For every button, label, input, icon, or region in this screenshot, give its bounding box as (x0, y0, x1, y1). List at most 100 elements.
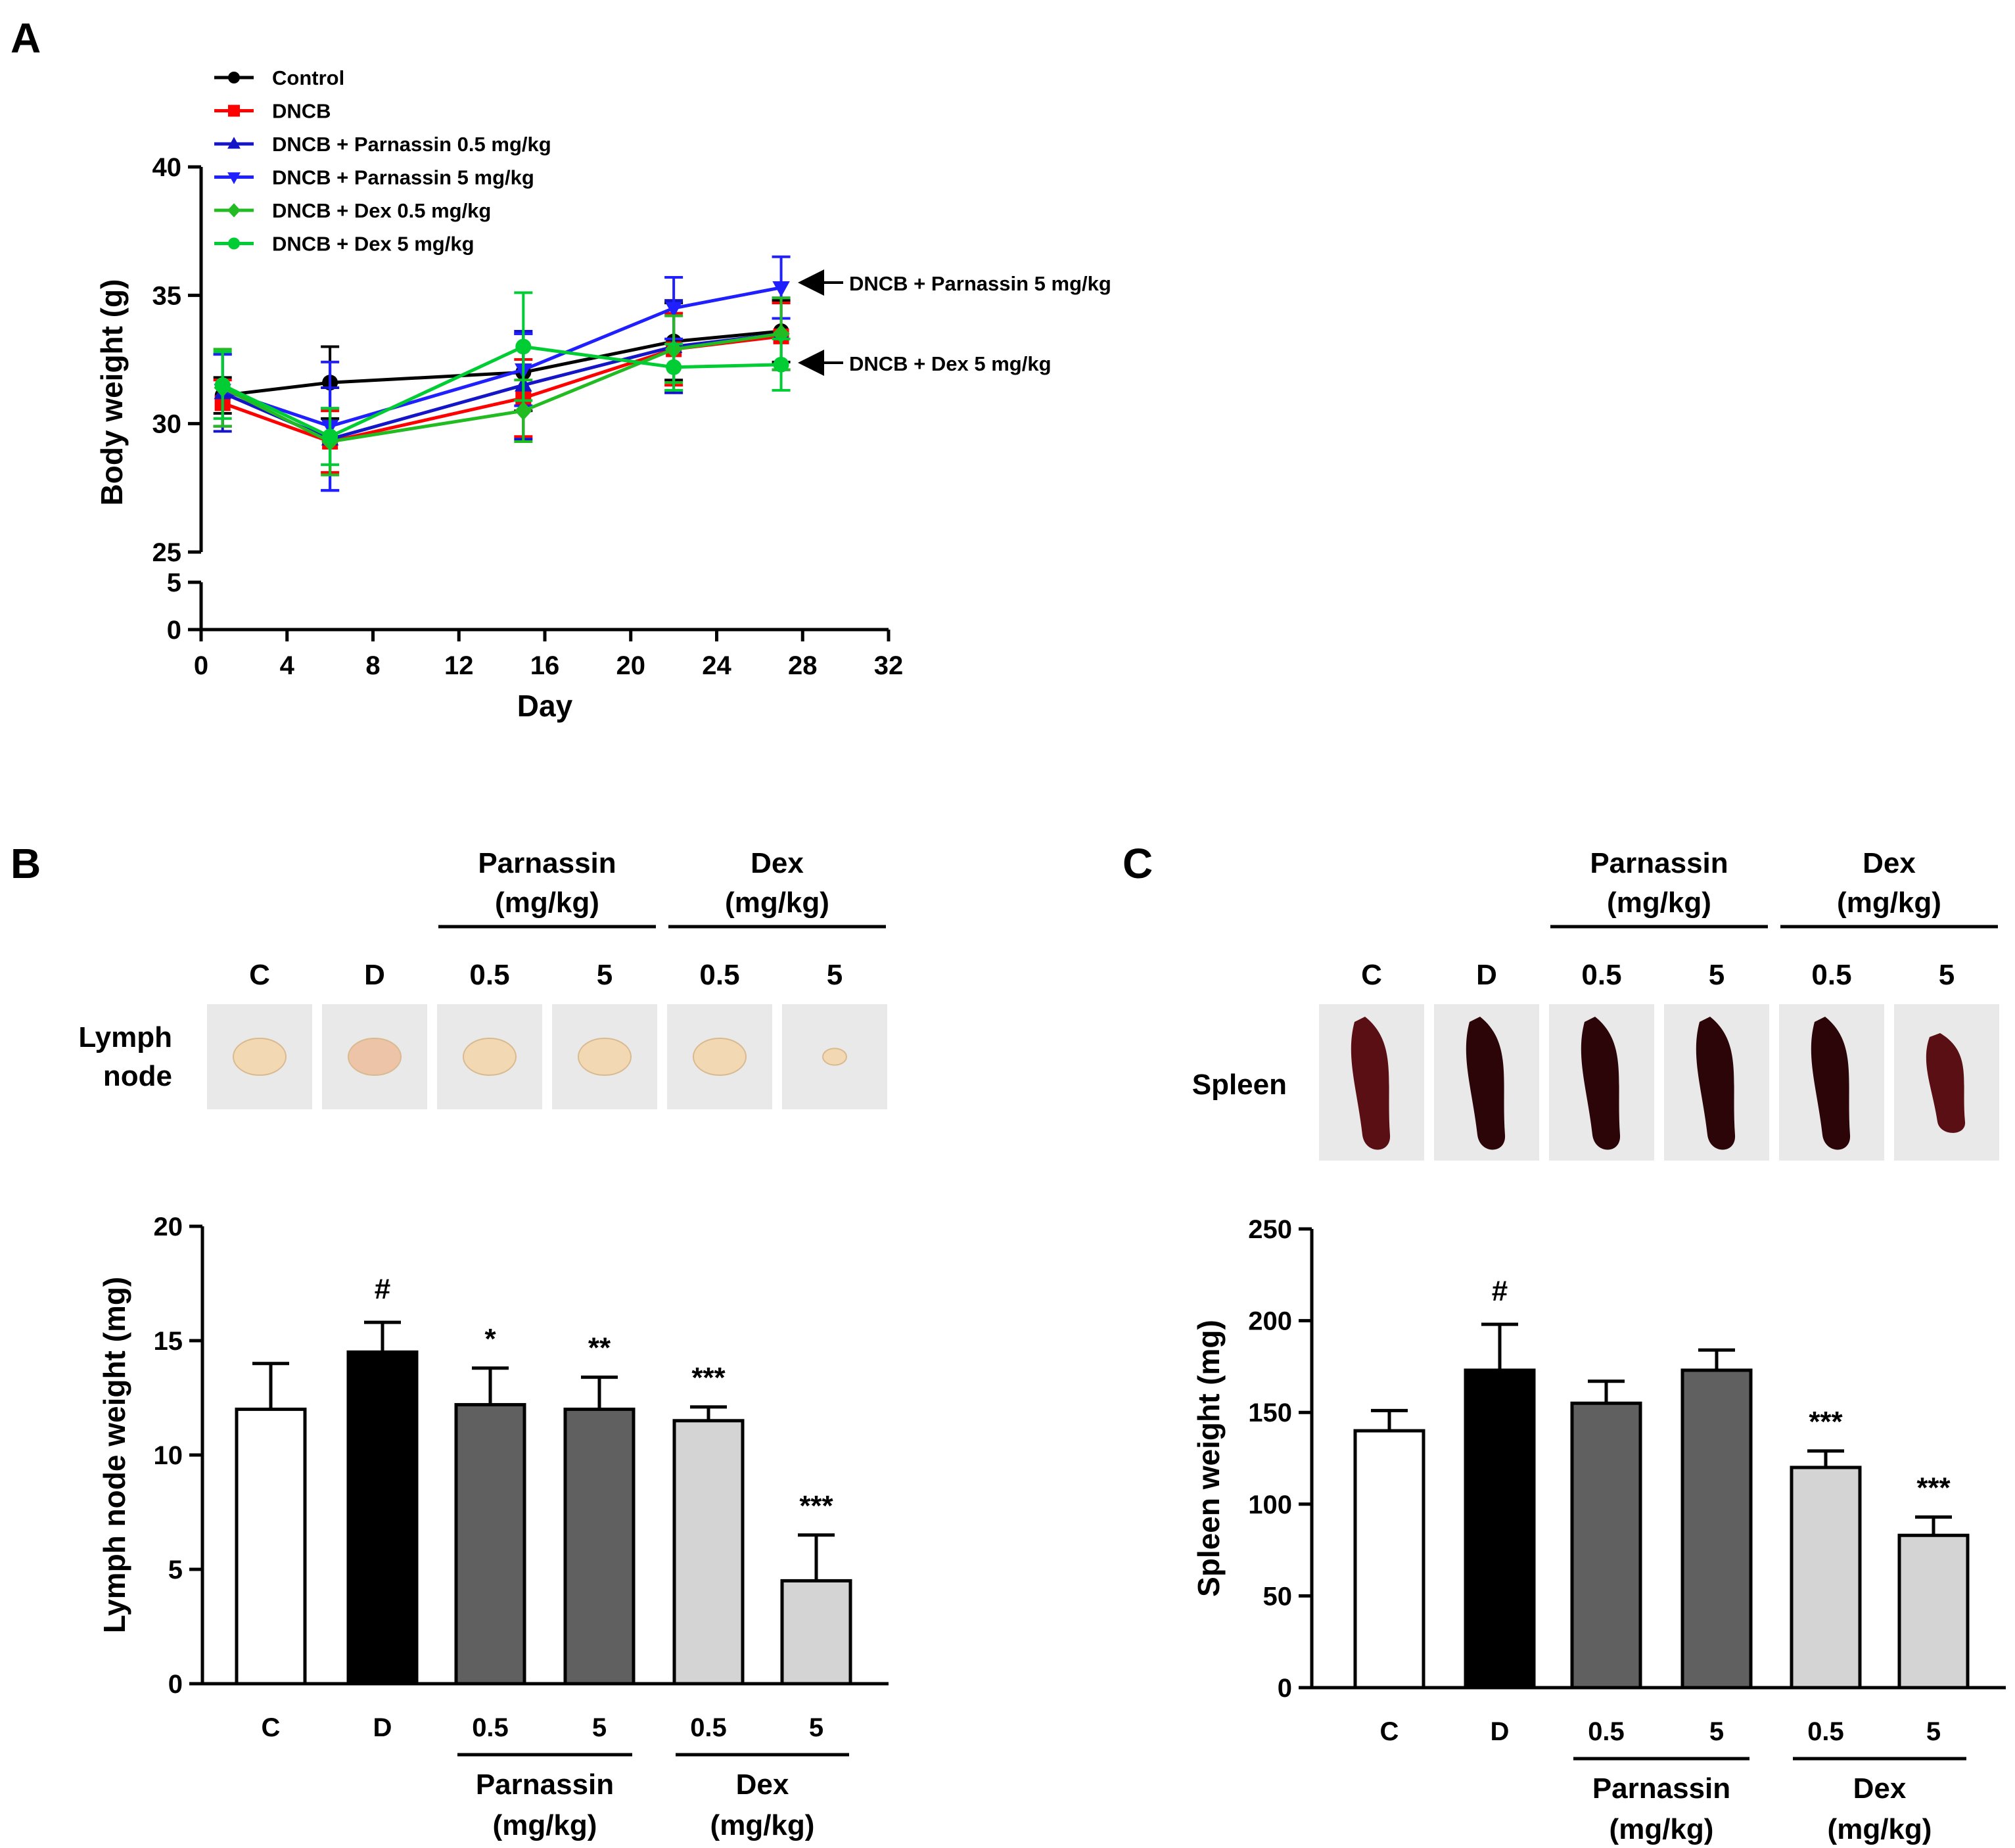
panel-label-b: B (11, 840, 41, 887)
significance-marker: ** (588, 1332, 611, 1364)
x-tick-label: C (1380, 1717, 1399, 1746)
spleen-specimen (1351, 1017, 1391, 1150)
lymph-node-specimen (693, 1038, 747, 1076)
significance-marker: # (375, 1273, 390, 1305)
group-label-line2: (mg/kg) (493, 1809, 597, 1841)
significance-marker: # (1492, 1275, 1508, 1307)
data-point (228, 237, 240, 250)
bar (1570, 1401, 1642, 1690)
bar (1680, 1368, 1753, 1690)
panel-label-a: A (11, 14, 41, 62)
bar (780, 1579, 852, 1686)
y-tick-label: 25 (152, 538, 182, 567)
column-label: 5 (597, 959, 613, 991)
x-tick-label: C (262, 1713, 281, 1742)
spleen-specimen (1926, 1033, 1966, 1133)
y-tick-label: 5 (168, 1556, 183, 1584)
photo-cell (437, 1004, 542, 1109)
data-point (773, 356, 789, 373)
group-label-line2: (mg/kg) (1610, 1813, 1714, 1845)
lymph-node-photo-strip: Lymph node C D 0.5 5 0.5 5 Parnassin (mg/kg) Dex… (78, 847, 887, 1109)
group-label-line2: (mg/kg) (1828, 1813, 1932, 1845)
data-point (228, 72, 240, 83)
bar (346, 1350, 419, 1686)
group-label-line1: Parnassin (476, 1768, 614, 1801)
data-point (227, 172, 241, 185)
group-header-line2: (mg/kg) (1607, 887, 1711, 919)
y-tick-label: 0 (167, 616, 181, 645)
spleen-specimen (1466, 1017, 1506, 1150)
photo-cell (207, 1004, 312, 1109)
series-1 (213, 299, 791, 420)
y-tick-label: 0 (1278, 1674, 1292, 1703)
group-header-line1: Parnassin (1590, 847, 1728, 879)
photo-cell (1664, 1004, 1769, 1161)
lymph-node-specimen (463, 1038, 517, 1076)
column-label: D (364, 959, 385, 991)
legend-label: DNCB + Parnassin 5 mg/kg (272, 166, 534, 189)
y-tick-label: 40 (152, 153, 182, 182)
panel-b-bar-chart: 0 5 10 15 20 Lymph node weight (mg) C D #0.5 * 5 **… (97, 1213, 889, 1841)
x-tick-label: 0.5 (1807, 1717, 1844, 1746)
group-label-line1: Dex (736, 1768, 789, 1801)
photo-cell (1434, 1004, 1539, 1161)
bar (672, 1419, 745, 1686)
photo-cell (1894, 1004, 1999, 1161)
photo-cell (782, 1004, 887, 1109)
x-tick-label: 28 (788, 651, 818, 680)
column-label: 0.5 (1811, 959, 1851, 991)
data-point (227, 137, 241, 149)
group-header-line1: Dex (751, 847, 804, 879)
legend-entry: DNCB + Dex 0.5 mg/kg (214, 199, 491, 222)
panel-a-line-chart: Control DNCB DNCB + Parnassin 0.5 mg/kg DNC… (95, 66, 1111, 723)
x-tick-label: 0.5 (1588, 1717, 1625, 1746)
callout-parnassin-5: DNCB + Parnassin 5 mg/kg (798, 269, 1111, 296)
y-tick-label: 5 (167, 568, 181, 597)
data-point (664, 302, 683, 318)
panel-c-bar-chart: 0 50 100 150 200 250 Spleen weight (mg) C D #0.5 5… (1192, 1215, 2006, 1845)
group-header-line1: Parnassin (478, 847, 616, 879)
bar (454, 1402, 526, 1686)
legend-entry: DNCB + Dex 5 mg/kg (214, 233, 475, 256)
x-tick-label: 12 (444, 651, 474, 680)
bar (235, 1407, 307, 1686)
significance-marker: *** (691, 1362, 726, 1394)
callout-dex-5: DNCB + Dex 5 mg/kg (798, 350, 1052, 376)
significance-marker: *** (799, 1490, 833, 1522)
series-line (222, 329, 781, 398)
bar (563, 1407, 636, 1686)
group-label-line1: Dex (1853, 1772, 1907, 1805)
legend-entry: Control (214, 66, 344, 89)
y-tick-label: 150 (1248, 1398, 1292, 1427)
column-label: D (1476, 959, 1497, 991)
data-point (322, 428, 338, 445)
column-label: C (249, 959, 270, 991)
group-header-line2: (mg/kg) (725, 887, 829, 919)
y-axis-label: Body weight (g) (95, 279, 129, 506)
x-tick-label: 5 (592, 1713, 607, 1742)
y-tick-label: 30 (152, 410, 182, 439)
photo-cell (322, 1004, 427, 1109)
spleen-specimen (1581, 1017, 1621, 1150)
photo-cell (667, 1004, 772, 1109)
column-label: 5 (1939, 959, 1955, 991)
y-axis-label: Spleen weight (mg) (1192, 1320, 1226, 1597)
y-tick-label: 0 (168, 1670, 183, 1699)
x-tick-label: 0.5 (472, 1713, 509, 1742)
y-tick-label: 200 (1248, 1307, 1292, 1336)
y-tick-label: 100 (1248, 1490, 1292, 1519)
group-header-line2: (mg/kg) (1837, 887, 1941, 919)
x-tick-label: 32 (874, 651, 904, 680)
data-point (515, 338, 532, 355)
data-point (666, 359, 682, 375)
x-tick-label: 5 (1926, 1717, 1941, 1746)
spleen-specimen (1696, 1017, 1736, 1150)
y-tick-label: 10 (154, 1441, 183, 1470)
bar (1353, 1429, 1425, 1690)
series-6 (213, 291, 791, 467)
x-tick-label: 8 (365, 651, 380, 680)
legend-label: DNCB + Dex 0.5 mg/kg (272, 199, 491, 222)
legend: Control DNCB DNCB + Parnassin 0.5 mg/kg DNC… (214, 66, 551, 256)
legend-label: Control (272, 66, 344, 89)
